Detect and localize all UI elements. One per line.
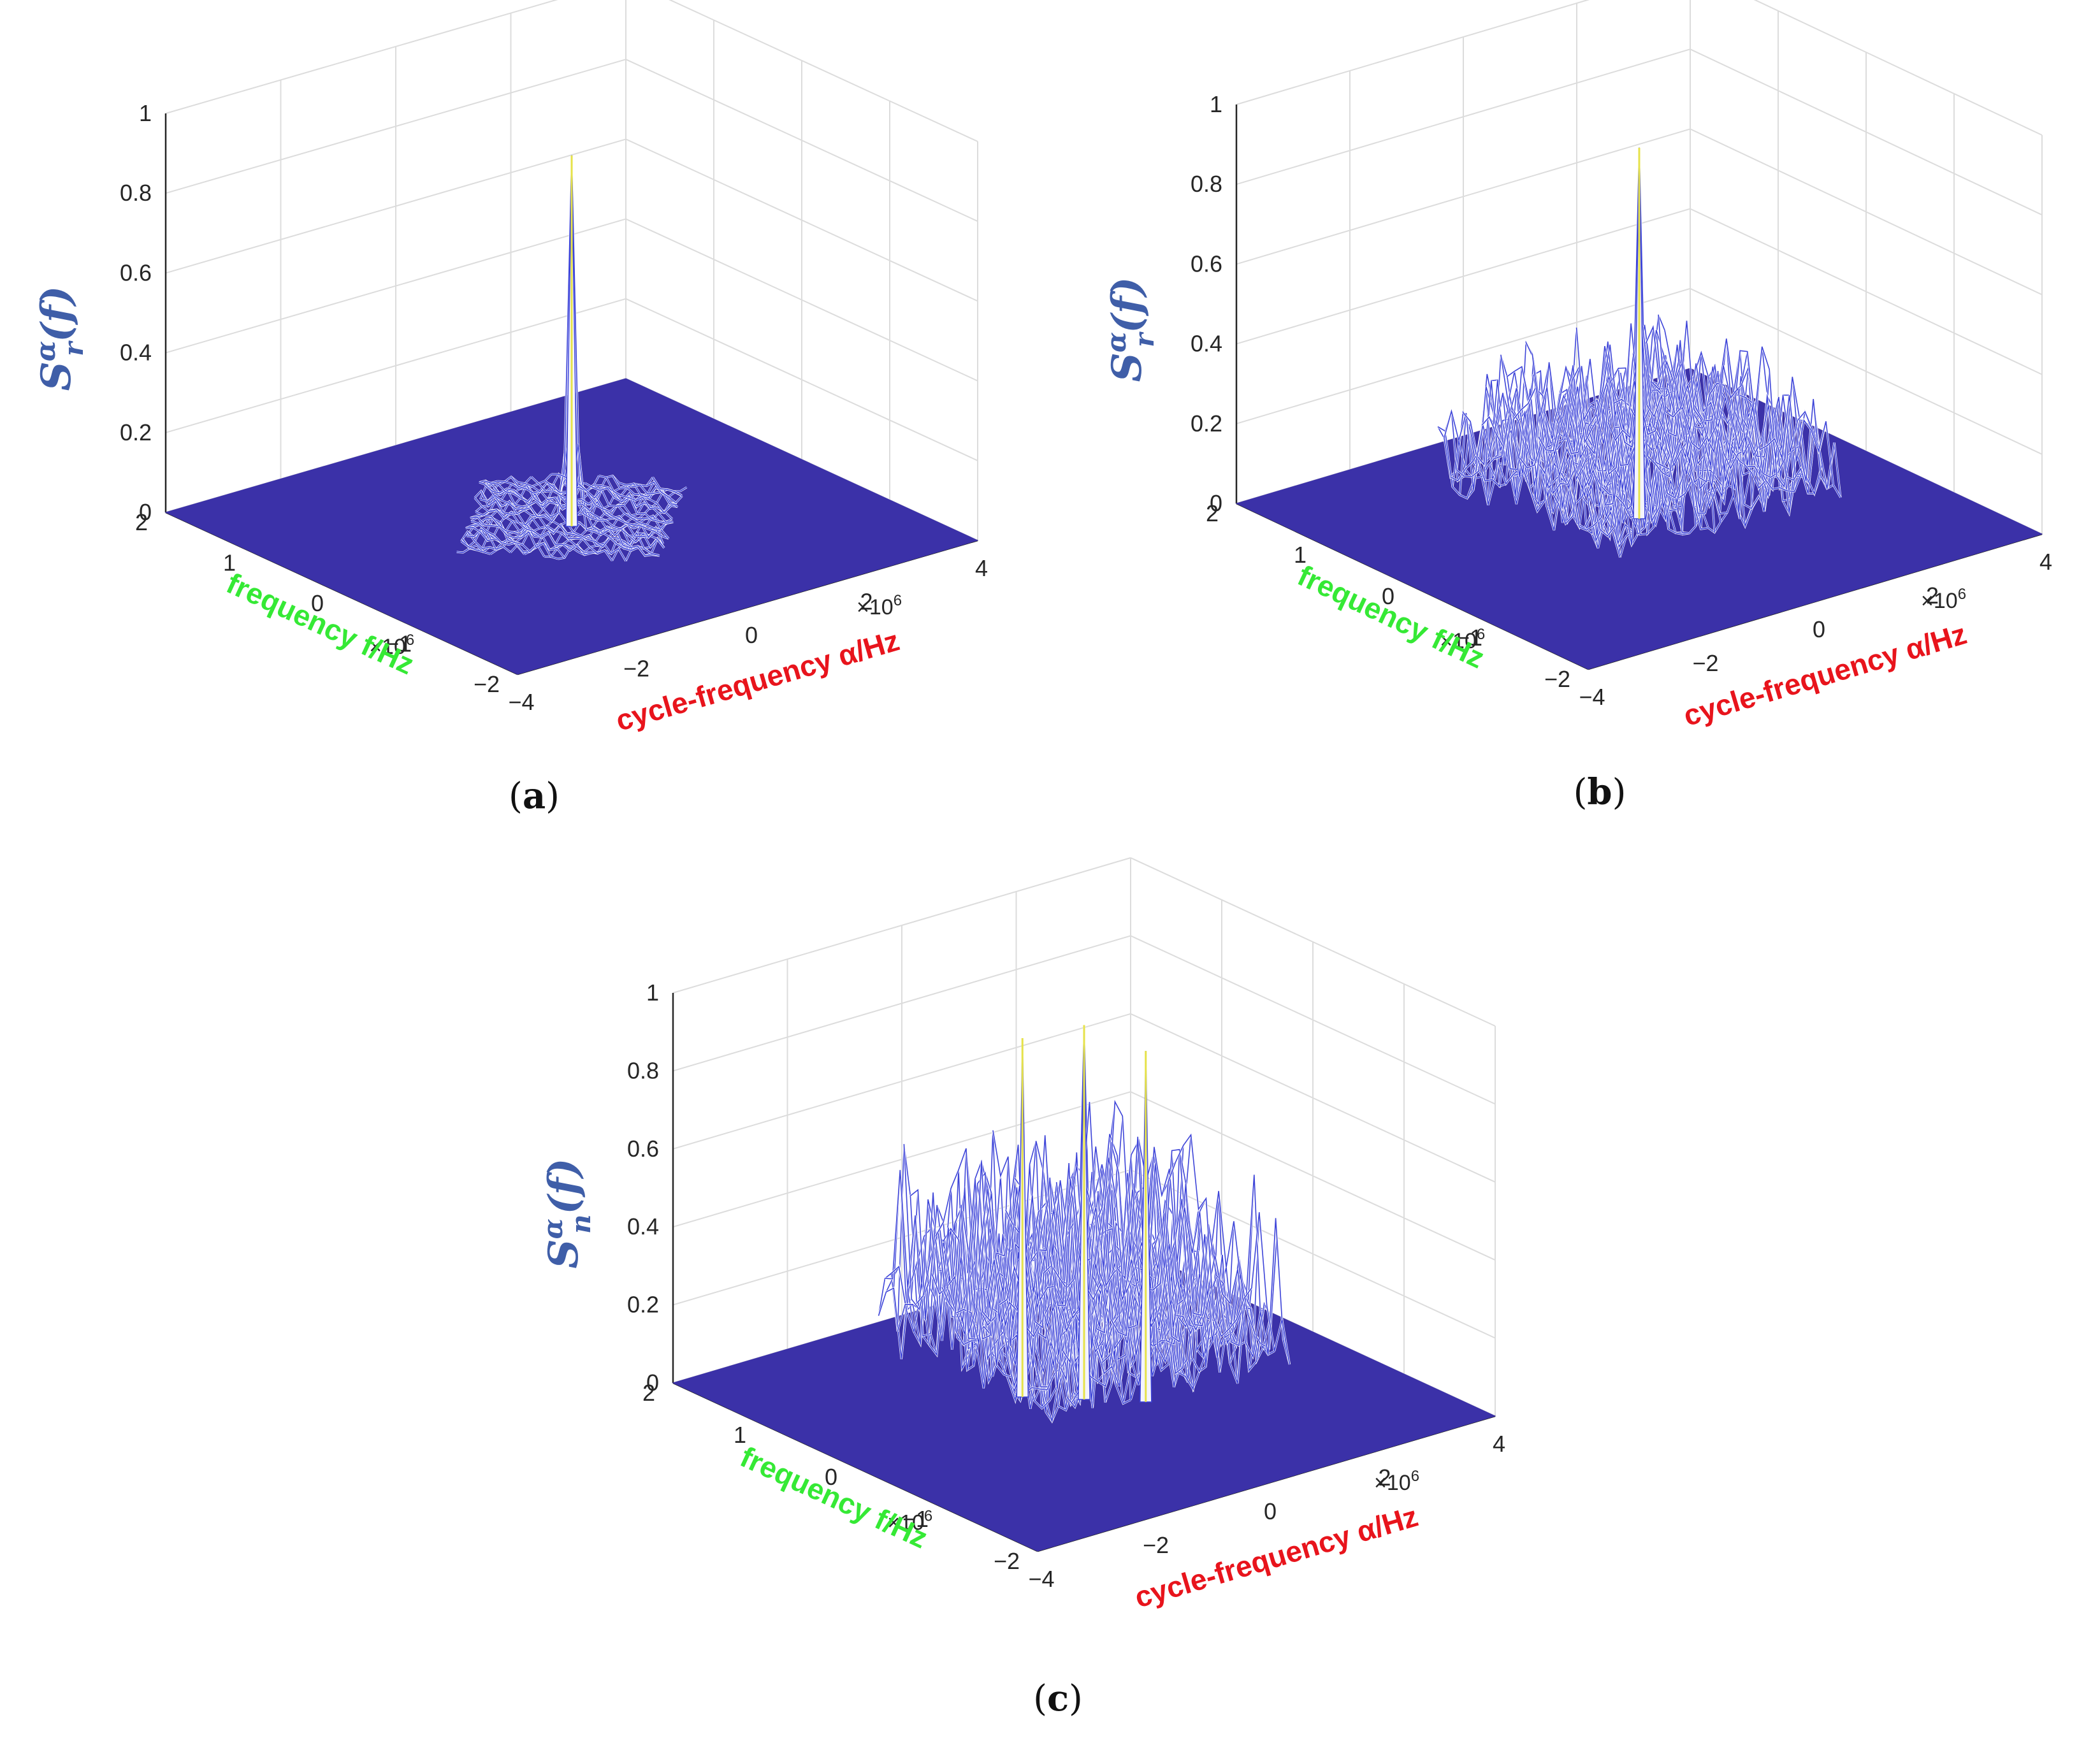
panel-caption: (c)	[1033, 1677, 1083, 1719]
f-tick-label: 1	[734, 1422, 746, 1448]
f-exponent-label: ×106	[887, 1507, 932, 1535]
f-tick-label: 0	[825, 1464, 837, 1490]
peak-2	[1140, 1051, 1152, 1403]
alpha-tick-label: −4	[508, 689, 534, 715]
z-tick-label: 0	[1210, 490, 1222, 516]
alpha-tick-label: 0	[1264, 1498, 1277, 1524]
f-exponent-label: ×106	[1440, 626, 1485, 653]
f-tick-label: −1	[902, 1506, 929, 1532]
peak-1	[1016, 1038, 1029, 1398]
f-tick-label: 2	[1206, 500, 1219, 526]
z-tick-label: 0.6	[627, 1136, 659, 1162]
alpha-tick-label: −2	[623, 656, 649, 682]
f-tick-label: −1	[1456, 625, 1482, 651]
alpha-tick-label: 0	[1813, 616, 1825, 642]
peak-0	[1078, 1025, 1090, 1400]
alpha-tick-label: 4	[1493, 1431, 1505, 1457]
z-tick-label: 1	[139, 100, 152, 126]
f-tick-label: −2	[474, 671, 500, 697]
alpha-tick-label: −4	[1028, 1566, 1054, 1592]
peak-0	[565, 155, 578, 527]
panel-caption: (b)	[1574, 771, 1626, 813]
z-tick-label: 0.8	[627, 1057, 659, 1083]
z-tick-label: 0	[646, 1370, 659, 1396]
z-tick-label: 0.2	[120, 419, 152, 445]
alpha-tick-label: −2	[1143, 1532, 1169, 1558]
alpha-exponent-label: ×106	[1374, 1468, 1419, 1495]
f-tick-label: 0	[1382, 583, 1394, 609]
z-tick-label: 0.8	[120, 180, 152, 206]
f-tick-label: 2	[642, 1380, 655, 1406]
alpha-exponent-label: ×106	[857, 592, 902, 619]
panel-b: 00.20.40.60.81−2−1012−4−2024×106×106Sαr(…	[1101, 0, 2052, 813]
z-tick-label: 0	[139, 499, 152, 525]
alpha-tick-label: −4	[1579, 684, 1605, 710]
surface-mesh	[1437, 147, 1842, 558]
f-tick-label: −2	[1544, 666, 1570, 692]
alpha-tick-label: 4	[2039, 549, 2052, 575]
alpha-tick-label: 2	[1926, 582, 1939, 609]
z-axis-label: Sαn(f)	[537, 1158, 597, 1268]
alpha-tick-label: −2	[1692, 650, 1718, 676]
z-tick-label: 1	[646, 980, 659, 1006]
z-tick-label: 0.2	[1191, 410, 1222, 437]
f-tick-label: 2	[135, 509, 148, 535]
f-tick-label: −2	[994, 1548, 1020, 1574]
alpha-tick-label: 2	[1378, 1464, 1391, 1491]
z-tick-label: 0.6	[120, 259, 152, 286]
z-tick-label: 1	[1210, 91, 1222, 117]
f-tick-label: 1	[223, 550, 236, 576]
f-exponent-label: ×106	[369, 632, 414, 659]
panel-a: 00.20.40.60.81−2−1012−4−2024×106×106Sαr(…	[30, 0, 988, 817]
f-tick-label: −1	[386, 631, 412, 657]
alpha-exponent-label: ×106	[1921, 586, 1966, 613]
panel-caption: (a)	[509, 775, 560, 817]
f-tick-label: 1	[1294, 542, 1307, 568]
z-tick-label: 0.2	[627, 1292, 659, 1318]
z-tick-label: 0.8	[1191, 171, 1222, 197]
f-tick-label: 0	[311, 590, 324, 616]
z-axis-label: Sαr(f)	[1101, 277, 1160, 382]
z-tick-label: 0.4	[120, 340, 152, 366]
z-tick-label: 0.4	[627, 1213, 659, 1240]
z-tick-label: 0.4	[1191, 331, 1222, 357]
peak-0	[1633, 147, 1646, 519]
alpha-tick-label: 0	[745, 622, 758, 648]
z-axis-label: Sαr(f)	[30, 286, 89, 391]
z-tick-label: 0.6	[1191, 250, 1222, 277]
alpha-tick-label: 2	[860, 589, 873, 615]
alpha-tick-label: 4	[975, 555, 988, 581]
panel-c: 00.20.40.60.81−2−1012−4−2024×106×106Sαn(…	[537, 857, 1505, 1719]
